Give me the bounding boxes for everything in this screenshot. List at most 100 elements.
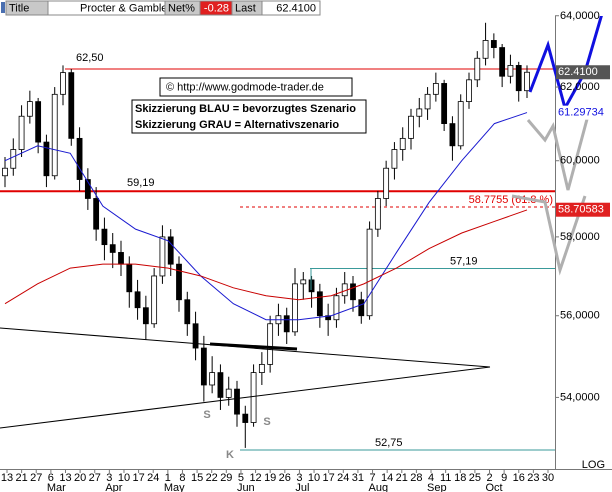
candle-body: [51, 93, 58, 177]
y-tick-label: 64,0000: [560, 10, 600, 22]
x-tick-label: 16: [513, 472, 525, 484]
candle-body: [292, 283, 298, 333]
x-tick-label: 17: [132, 472, 144, 484]
candle-body: [408, 115, 414, 139]
candle-body: [109, 244, 116, 253]
candle-body: [391, 149, 398, 169]
x-tick-label: 6: [48, 472, 54, 484]
candle-body: [10, 149, 17, 169]
trend-line: [0, 366, 491, 429]
candle-body: [225, 388, 232, 398]
header-last-label: Last: [235, 2, 256, 14]
gray-scenario: [526, 107, 592, 191]
plot-area: 62,50 59,19 57,19 52,75 58.7755 (61.8 %): [0, 22, 555, 451]
candle-body: [151, 275, 158, 325]
candle-body: [234, 388, 240, 415]
moving-average: [4, 112, 528, 321]
candle-body: [126, 263, 133, 293]
header-net-label: Net%: [168, 2, 195, 14]
candle-body: [134, 291, 141, 309]
x-tick-label: 10: [308, 472, 320, 484]
candle-body: [2, 167, 8, 177]
candle-body: [76, 137, 83, 180]
candle-body: [399, 137, 406, 150]
x-tick-label: 21: [15, 472, 27, 484]
x-tick-label: 30: [542, 472, 554, 484]
x-tick-label: 4: [428, 472, 434, 484]
candle-body: [176, 263, 182, 301]
candle-body: [26, 101, 33, 117]
x-tick-label: 13: [59, 472, 71, 484]
x-tick-label: 27: [30, 472, 42, 484]
candle-body: [35, 101, 42, 143]
candle-body: [159, 236, 166, 277]
month-label: Sep: [427, 482, 447, 492]
candle-body: [258, 363, 265, 374]
header-net: -0.28: [204, 2, 229, 14]
candle-body: [283, 315, 290, 333]
copyright: © http://www.godmode-trader.de: [166, 81, 324, 93]
candle-body: [118, 252, 124, 265]
month-label: Oct: [486, 482, 503, 492]
candle-body: [374, 198, 381, 230]
x-tick-label: 20: [74, 472, 86, 484]
x-tick-label: 17: [323, 472, 335, 484]
candle-body: [43, 141, 50, 177]
x-tick-label: 8: [179, 472, 185, 484]
x-tick-label: 29: [220, 472, 232, 484]
copyright-box: [159, 77, 353, 97]
month-label: Jun: [237, 482, 255, 492]
x-tick-label: 3: [106, 472, 112, 484]
candle-body: [167, 236, 174, 265]
header-last: 62.4100: [276, 2, 316, 14]
x-tick-label: 23: [527, 472, 539, 484]
x-tick-label: 14: [381, 472, 393, 484]
price-box: [556, 202, 610, 217]
y-tick-label: 62,0000: [560, 81, 600, 93]
candle-body: [441, 83, 448, 124]
x-tick-label: 31: [352, 472, 364, 484]
price-box-label: 61.29734: [558, 107, 604, 119]
candle-body: [84, 179, 91, 199]
candle-body: [524, 71, 530, 92]
candle-body: [350, 283, 356, 301]
candle-body: [250, 372, 257, 423]
candle-body: [457, 101, 464, 147]
candle-body: [316, 291, 323, 317]
x-tick-label: 19: [264, 472, 276, 484]
candle-body: [333, 295, 340, 321]
x-tick-label: 9: [501, 472, 507, 484]
x-tick-label: 22: [206, 472, 218, 484]
price-box: [556, 65, 610, 80]
candle-body: [68, 72, 75, 139]
x-tick-label: 2: [486, 472, 492, 484]
x-tick-label: 24: [147, 472, 159, 484]
candle-body: [18, 115, 25, 150]
month-label: Apr: [105, 482, 122, 492]
price-box-label: 62.4100: [558, 66, 598, 78]
candle-body: [242, 413, 249, 423]
x-tick-label: 28: [410, 472, 422, 484]
overlay: S S K: [203, 409, 270, 461]
notes-box: [131, 99, 367, 134]
candle-body: [466, 79, 472, 103]
level-label: 59,19: [127, 177, 155, 189]
x-tick-label: 15: [191, 472, 203, 484]
month-label: Mar: [47, 482, 66, 492]
candle-body: [300, 279, 307, 285]
price-box: [556, 105, 610, 120]
x-tick-label: 21: [396, 472, 408, 484]
y-tick-label: 54,0000: [560, 391, 600, 403]
candle-body: [101, 228, 108, 246]
x-tick-label: 5: [238, 472, 244, 484]
x-tick-label: 25: [469, 472, 481, 484]
month-label: Jul: [295, 482, 309, 492]
candle-body: [60, 72, 66, 95]
x-tick-label: 12: [249, 472, 261, 484]
month-label: May: [164, 482, 185, 492]
gray-scenario: [511, 194, 587, 276]
x-tick-label: 1: [165, 472, 171, 484]
y-tick-label: 58,0000: [560, 231, 600, 243]
candle-body: [432, 83, 439, 95]
